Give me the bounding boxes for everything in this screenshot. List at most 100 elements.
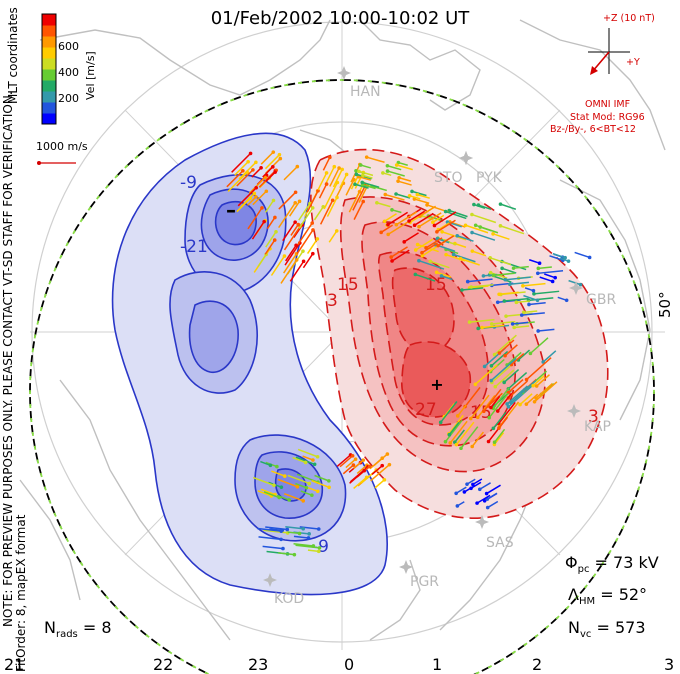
velocity-vector-origin [448,441,453,445]
mlt-label: 2 [532,655,543,674]
velocity-vector [349,470,365,484]
velocity-vector-origin [259,166,263,170]
velocity-vector [234,161,249,176]
velocity-vector-origin [473,223,478,228]
velocity-vector-origin [353,182,357,187]
dawn-cell: + [310,148,609,519]
coord-label: MLT coordinates [6,7,20,104]
velocity-vector [528,259,540,264]
velocity-vector [296,229,314,255]
velocity-vector [257,527,282,532]
velocity-vector [471,284,494,288]
velocity-vector-origin [531,383,535,388]
velocity-vector-origin [361,199,366,204]
velocity-vector-origin [536,329,540,333]
velocity-vector [418,259,445,270]
velocity-vector-origin [532,399,537,404]
velocity-vector-origin [484,491,489,496]
velocity-vector-origin [271,150,276,154]
velocity-vector-origin [334,229,339,233]
velocity-vector [353,201,364,220]
velocity-vector [507,378,524,394]
velocity-vector [492,387,510,409]
velocity-vector-origin [389,255,393,259]
velocity-vector [456,235,474,242]
velocity-vector-origin [328,155,332,160]
velocity-vector-origin [354,168,358,173]
velocity-vector-origin [390,259,394,263]
velocity-vector-origin [475,415,480,420]
hm-symbol: Λ [568,585,579,604]
velocity-vector [324,166,335,186]
station-marker [567,404,581,418]
velocity-vector [503,368,520,383]
velocity-vector-origin [301,259,306,264]
velocity-vector-origin [511,266,516,270]
velocity-vector-origin [502,380,506,385]
velocity-vector-origin [412,223,417,227]
velocity-vector-origin [459,446,463,451]
velocity-vector [362,181,380,188]
velocity-vector [290,224,299,236]
velocity-vector [490,357,517,382]
velocity-vector-origin [350,454,355,458]
velocity-vector [302,253,314,269]
velocity-vector-origin [491,273,496,278]
velocity-vector [490,395,501,408]
velocity-vector-origin [271,198,276,203]
colorbar-swatch [42,91,56,103]
velocity-vector-origin [514,300,519,305]
velocity-vector [353,459,364,469]
velocity-vector [434,211,457,227]
velocity-vector-origin [469,285,474,289]
velocity-vector-origin [541,360,546,364]
velocity-vector [522,282,546,287]
velocity-vector-origin [465,482,469,486]
velocity-vector-origin [387,462,392,467]
velocity-vector-origin [362,468,367,473]
velocity-vector [507,380,528,399]
velocity-vector-origin [536,266,541,271]
velocity-vector-origin [311,544,316,548]
velocity-vector-origin [497,351,502,355]
velocity-vector-origin [507,282,512,287]
mlt-label: 1 [432,655,443,674]
velocity-vector-origin [472,202,476,207]
velocity-vector [488,392,509,419]
imf-model: Stat Mod: RG96 [570,112,645,123]
velocity-vector [419,205,437,217]
velocity-vector-origin [436,243,440,248]
velocity-vector-origin [324,182,329,186]
station-marker [459,151,473,165]
velocity-vector [285,244,297,262]
colorbar-unit: Vel [m/s] [84,51,97,100]
velocity-vector [313,206,324,221]
velocity-vector-origin [455,414,460,418]
velocity-vector-origin [293,220,297,224]
velocity-vector [384,213,397,222]
velocity-vector-origin [264,189,269,194]
velocity-vector [460,257,480,266]
velocity-vector [465,224,489,234]
velocity-vector-origin [431,220,435,225]
velocity-vector [408,210,426,222]
velocity-vector [469,318,495,323]
velocity-vectors [226,150,592,557]
velocity-vector [292,456,306,464]
velocity-vector-origin [263,175,267,180]
velocity-vector [328,230,338,243]
contour-label: -21 [180,237,208,257]
velocity-vector-origin [380,463,385,468]
velocity-vector [541,382,555,395]
velocity-vector [523,294,538,301]
velocity-vector [418,212,442,228]
velocity-vector-origin [420,250,424,255]
velocity-vector [285,526,304,530]
colorbar-swatch [42,47,56,59]
velocity-vector [342,464,354,475]
velocity-vector-origin [497,292,501,297]
velocity-vector-origin [491,426,496,431]
velocity-vector [280,259,298,284]
velocity-vector [478,204,492,210]
velocity-vector [425,237,443,249]
